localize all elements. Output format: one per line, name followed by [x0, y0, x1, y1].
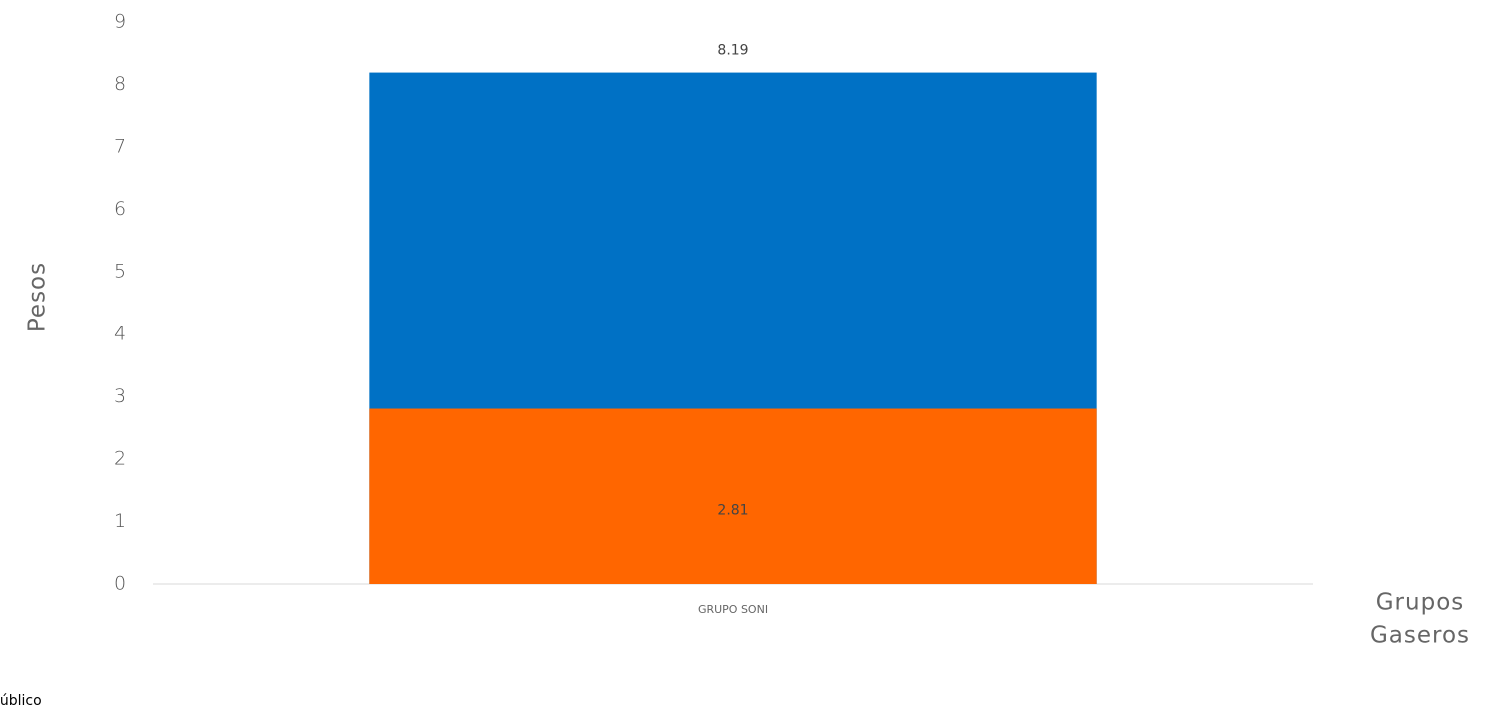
x-tick-label: GRUPO SONI — [698, 603, 768, 616]
y-tick-label: 1 — [114, 510, 126, 532]
value-label: 2.81 — [717, 502, 748, 518]
bar — [369, 408, 1097, 584]
x-axis-title: Gaseros — [1370, 623, 1470, 649]
y-tick-label: 7 — [114, 135, 126, 157]
y-tick-label: 8 — [114, 73, 126, 95]
footer: público — [0, 693, 42, 709]
y-tick-label: 9 — [114, 11, 126, 33]
y-tick-label: 2 — [114, 448, 126, 470]
y-tick-label: 6 — [114, 198, 126, 220]
x-axis-title: Grupos — [1376, 590, 1465, 616]
y-tick-label: 0 — [114, 573, 126, 595]
y-tick-label: 4 — [114, 323, 126, 345]
y-tick-label: 3 — [114, 385, 126, 407]
y-tick-label: 5 — [114, 260, 126, 282]
y-axis-title: Pesos — [25, 262, 51, 332]
value-label: 8.19 — [717, 43, 748, 59]
